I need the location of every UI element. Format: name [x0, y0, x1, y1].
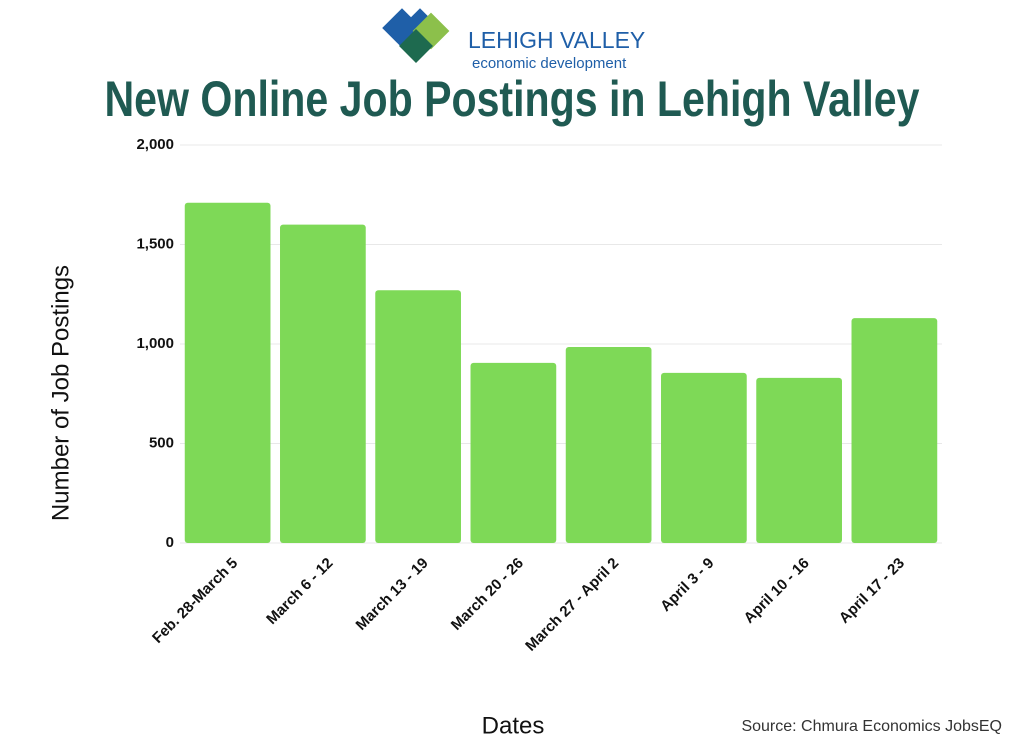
x-tick-label: March 27 - April 2: [522, 555, 622, 655]
y-tick-label: 500: [149, 434, 174, 451]
bar: [565, 346, 652, 543]
logo-name: LEHIGH VALLEY: [468, 27, 645, 53]
x-tick-label: Feb. 28-March 5: [149, 555, 241, 647]
logo-mark: [382, 8, 450, 63]
y-axis-label: Number of Job Postings: [47, 265, 74, 521]
y-tick-label: 2,000: [136, 136, 174, 153]
x-tick-label: March 13 - 19: [353, 555, 432, 634]
y-tick-label: 1,000: [136, 335, 174, 352]
bar: [851, 318, 938, 543]
bar: [756, 377, 842, 543]
source-note: Source: Chmura Economics JobsEQ: [741, 718, 1002, 735]
bar: [661, 372, 747, 543]
x-tick-label: April 17 - 23: [836, 555, 908, 627]
logo-tagline: economic development: [472, 55, 627, 72]
bar: [184, 202, 271, 543]
y-tick-label: 0: [166, 534, 174, 551]
chart-title: New Online Job Postings in Lehigh Valley: [105, 71, 920, 127]
x-axis-label: Dates: [482, 712, 545, 739]
bar: [375, 290, 461, 543]
x-tick-label: April 3 - 9: [657, 555, 717, 615]
bar: [470, 362, 557, 543]
x-tick-label: March 20 - 26: [448, 555, 527, 634]
x-tick-label: March 6 - 12: [263, 555, 336, 628]
y-tick-label: 1,500: [136, 235, 174, 252]
bar: [280, 224, 366, 543]
x-tick-label: April 10 - 16: [741, 555, 813, 627]
